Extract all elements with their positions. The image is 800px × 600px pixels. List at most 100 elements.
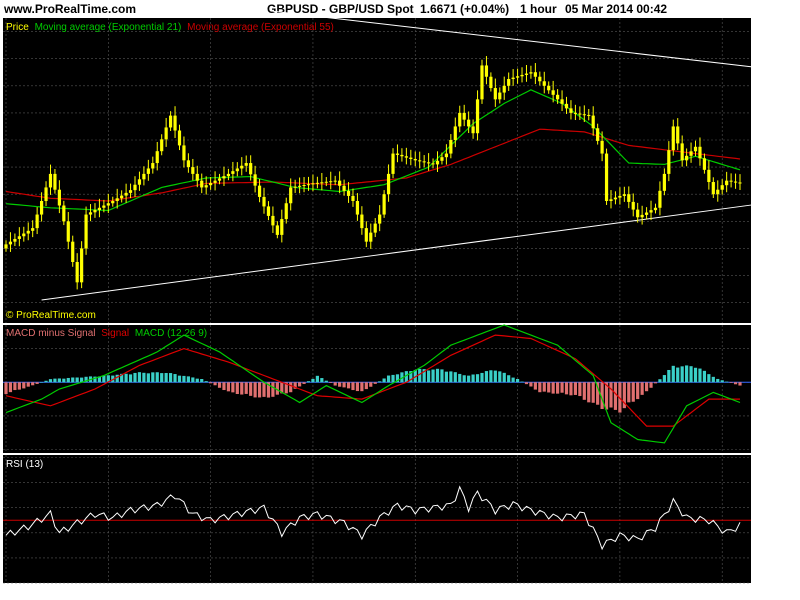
macd-hist-bar [364, 382, 368, 390]
macd-hist-bar [604, 382, 609, 410]
candle-body [685, 155, 689, 161]
macd-hist-bar [431, 369, 435, 383]
macd-series [3, 324, 751, 444]
macd-hist-bar [155, 372, 159, 383]
candle-body [26, 230, 30, 234]
macd-hist-bar [204, 381, 208, 383]
candle-body [449, 140, 453, 154]
candle-body [720, 185, 724, 190]
candle-body [658, 190, 662, 208]
macd-hist-bar [75, 377, 79, 383]
macd-hist-bar [693, 367, 698, 383]
macd-hist-bar [627, 382, 631, 403]
candle-body [618, 195, 622, 198]
candle-body [413, 158, 417, 161]
macd-hist-bar [257, 382, 262, 398]
macd-hist-bar [231, 382, 235, 393]
macd-hist-bar [409, 371, 413, 383]
candle-body [364, 228, 368, 242]
candle-body [44, 187, 48, 201]
macd-hist-bar [413, 369, 417, 383]
macd-hist-bar [382, 378, 386, 383]
candle-body [346, 190, 351, 196]
candle-body [22, 233, 26, 237]
macd-hist-bar [253, 382, 257, 398]
macd-hist-bar [235, 382, 239, 395]
macd-hist-bar [213, 382, 217, 386]
candle-body [155, 151, 159, 164]
candle-body [609, 199, 613, 201]
candle-body [62, 205, 66, 222]
macd-hist-bar [177, 375, 182, 383]
macd-hist-bar [93, 376, 97, 383]
candle-body [600, 140, 604, 154]
candle-body [4, 244, 8, 249]
macd-hist-bar [489, 370, 493, 383]
candle-body [529, 72, 533, 74]
candle-body [231, 171, 235, 174]
candle-body [676, 126, 680, 144]
candle-body [395, 153, 400, 155]
candle-body [729, 180, 733, 182]
candle-body [284, 203, 288, 220]
candle-body [257, 185, 262, 197]
candle-body [8, 241, 13, 245]
price-panel [3, 18, 751, 323]
macd-hist-bar [182, 375, 186, 383]
candle-body [631, 201, 635, 210]
macd-hist-bar [133, 372, 137, 383]
macd-hist-bar [462, 375, 466, 383]
macd-hist-bar [53, 378, 57, 383]
candle-body [102, 205, 106, 208]
macd-hist-bar [120, 373, 124, 383]
candle-body [453, 126, 457, 140]
candle-body [471, 126, 475, 134]
macd-hist-bar [302, 382, 306, 384]
candle-body [204, 185, 208, 188]
candle-body [338, 180, 342, 186]
ema55-line [5, 128, 741, 202]
candle-body [17, 236, 21, 239]
macd-hist-bar [484, 371, 489, 383]
candle-body [373, 223, 377, 233]
candle-body [298, 185, 302, 187]
candle-body [289, 187, 293, 204]
candle-body [435, 160, 440, 165]
candle-body [360, 214, 364, 229]
macd-hist-bar [160, 373, 164, 383]
macd-hist-bar [373, 382, 377, 384]
macd-hist-bar [8, 382, 13, 393]
macd-hist-bar [386, 375, 391, 383]
candle-body [644, 212, 649, 215]
candle-body [106, 203, 110, 206]
site-label[interactable]: www.ProRealTime.com [4, 2, 137, 16]
candle-body [275, 225, 279, 235]
candle-body [667, 150, 671, 174]
candle-body [333, 180, 337, 182]
candle-body [182, 145, 186, 161]
macd-hist-bar [48, 379, 53, 383]
candle-body [53, 173, 57, 190]
candle-body [498, 92, 502, 100]
macd-hist-bar [111, 375, 115, 383]
macd-hist-bar [142, 372, 146, 383]
macd-hist-bar [164, 373, 168, 383]
watermark: © ProRealTime.com [6, 310, 96, 321]
macd-hist-bar [662, 375, 666, 383]
macd-hist-bar [729, 382, 733, 383]
macd-hist-bar [222, 382, 226, 391]
macd-hist-bar [333, 382, 337, 386]
macd-hist-bar [587, 382, 591, 403]
macd-hist-bar [346, 382, 351, 389]
rsi-series [3, 485, 751, 551]
macd-hist-bar [320, 378, 324, 383]
macd-hist-bar [707, 374, 711, 383]
macd-hist-bar [146, 373, 150, 383]
macd-hist-bar [106, 375, 110, 383]
candle-body [168, 115, 173, 128]
candle-body [400, 154, 404, 157]
macd-hist-bar [262, 382, 266, 397]
candle-body [128, 190, 133, 193]
candle-body [386, 173, 391, 195]
macd-hist-bar [324, 380, 328, 383]
